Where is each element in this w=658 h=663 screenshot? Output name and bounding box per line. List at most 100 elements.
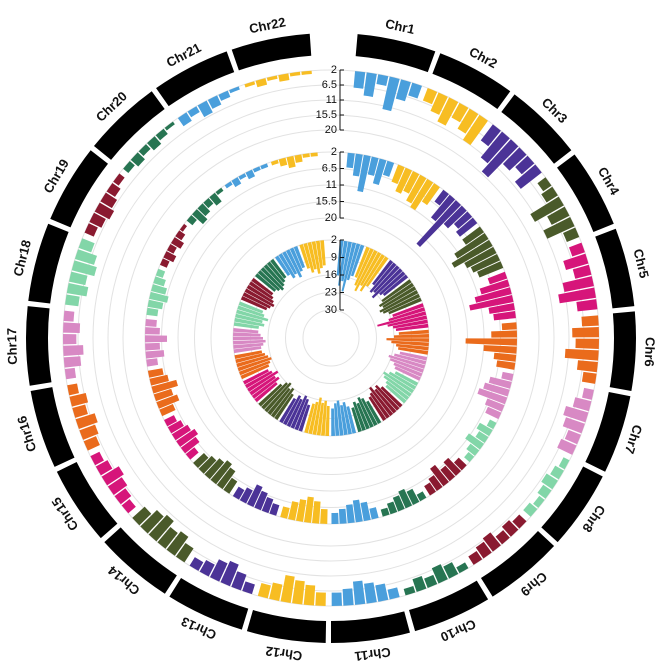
peak xyxy=(237,357,272,372)
peak xyxy=(261,382,288,410)
peak xyxy=(289,247,303,272)
peak xyxy=(416,491,427,502)
peak xyxy=(394,371,419,387)
peak xyxy=(248,281,274,300)
peak xyxy=(149,374,169,386)
peak xyxy=(359,254,385,292)
peak xyxy=(255,273,277,292)
peak xyxy=(568,242,585,257)
peak xyxy=(382,76,400,112)
peak xyxy=(430,194,456,222)
peak xyxy=(264,382,292,413)
peak xyxy=(145,319,157,327)
peak xyxy=(378,282,414,308)
peak xyxy=(218,90,231,101)
grid-circle xyxy=(194,201,468,475)
peak xyxy=(238,173,247,180)
peak xyxy=(216,467,236,490)
chromosome-band xyxy=(104,527,177,594)
peak xyxy=(257,270,281,292)
peak xyxy=(515,155,535,175)
peak xyxy=(477,388,508,405)
peak xyxy=(147,299,164,310)
peak xyxy=(363,72,377,97)
y-tick-label: 20 xyxy=(325,124,337,136)
peak xyxy=(233,339,266,345)
peak xyxy=(483,345,517,354)
peak xyxy=(493,352,517,362)
peak xyxy=(464,246,497,269)
chromosome-band xyxy=(432,53,511,110)
grid-circle xyxy=(210,217,452,459)
peak xyxy=(381,279,412,303)
peak xyxy=(263,264,285,287)
peak xyxy=(90,451,104,466)
peak xyxy=(237,305,265,318)
peak xyxy=(151,379,178,394)
peak xyxy=(485,406,502,420)
peak xyxy=(386,338,429,343)
peak xyxy=(269,582,283,601)
peak xyxy=(107,477,128,495)
peak xyxy=(267,387,291,416)
peak xyxy=(312,501,321,524)
peak xyxy=(210,460,232,485)
peak xyxy=(236,355,269,368)
peak xyxy=(352,499,363,523)
peak xyxy=(197,203,211,217)
y-tick-label: 2 xyxy=(331,64,337,76)
peak xyxy=(254,382,278,403)
peak xyxy=(301,70,312,75)
peak xyxy=(388,371,417,390)
peak xyxy=(360,501,371,522)
peak xyxy=(224,181,233,189)
peak xyxy=(367,156,379,176)
y-tick-label: 9 xyxy=(331,251,337,263)
peak xyxy=(199,559,215,577)
peak xyxy=(512,514,527,529)
peak xyxy=(501,322,517,331)
chromosome-band xyxy=(409,580,489,632)
peak xyxy=(392,303,424,318)
peak xyxy=(240,364,270,380)
peak xyxy=(101,466,124,486)
grid-circle xyxy=(177,184,485,492)
peak xyxy=(312,397,322,435)
peak xyxy=(395,79,411,102)
peak xyxy=(366,400,382,425)
peak xyxy=(374,384,400,411)
y-tick-label: 30 xyxy=(325,304,337,316)
peak xyxy=(480,124,501,147)
peak xyxy=(537,177,552,192)
peak xyxy=(336,400,344,436)
peak xyxy=(421,183,440,206)
peak xyxy=(175,230,186,241)
peak xyxy=(245,169,256,180)
y-tick-label: 23 xyxy=(325,286,337,298)
peak xyxy=(285,249,303,278)
peak xyxy=(562,276,594,292)
peak xyxy=(236,309,269,322)
peak xyxy=(170,237,184,249)
peak xyxy=(155,128,168,141)
peak xyxy=(395,167,413,194)
peak xyxy=(331,408,336,436)
chromosome-label: Chr5 xyxy=(630,247,652,279)
peak xyxy=(477,261,504,278)
peak xyxy=(365,256,389,287)
peak xyxy=(185,447,199,460)
peak xyxy=(581,371,597,384)
peak xyxy=(304,403,315,434)
peak xyxy=(391,340,429,347)
peak xyxy=(331,512,339,524)
peak xyxy=(563,227,580,242)
peak xyxy=(157,527,178,549)
peak xyxy=(164,415,177,427)
peak xyxy=(164,121,175,131)
y-tick-label: 20 xyxy=(325,212,337,224)
peak xyxy=(451,239,493,268)
peak xyxy=(563,406,589,423)
chromosome-label: Chr1 xyxy=(384,16,416,37)
chromosome-label: Chr22 xyxy=(248,14,287,36)
peak xyxy=(231,177,242,188)
